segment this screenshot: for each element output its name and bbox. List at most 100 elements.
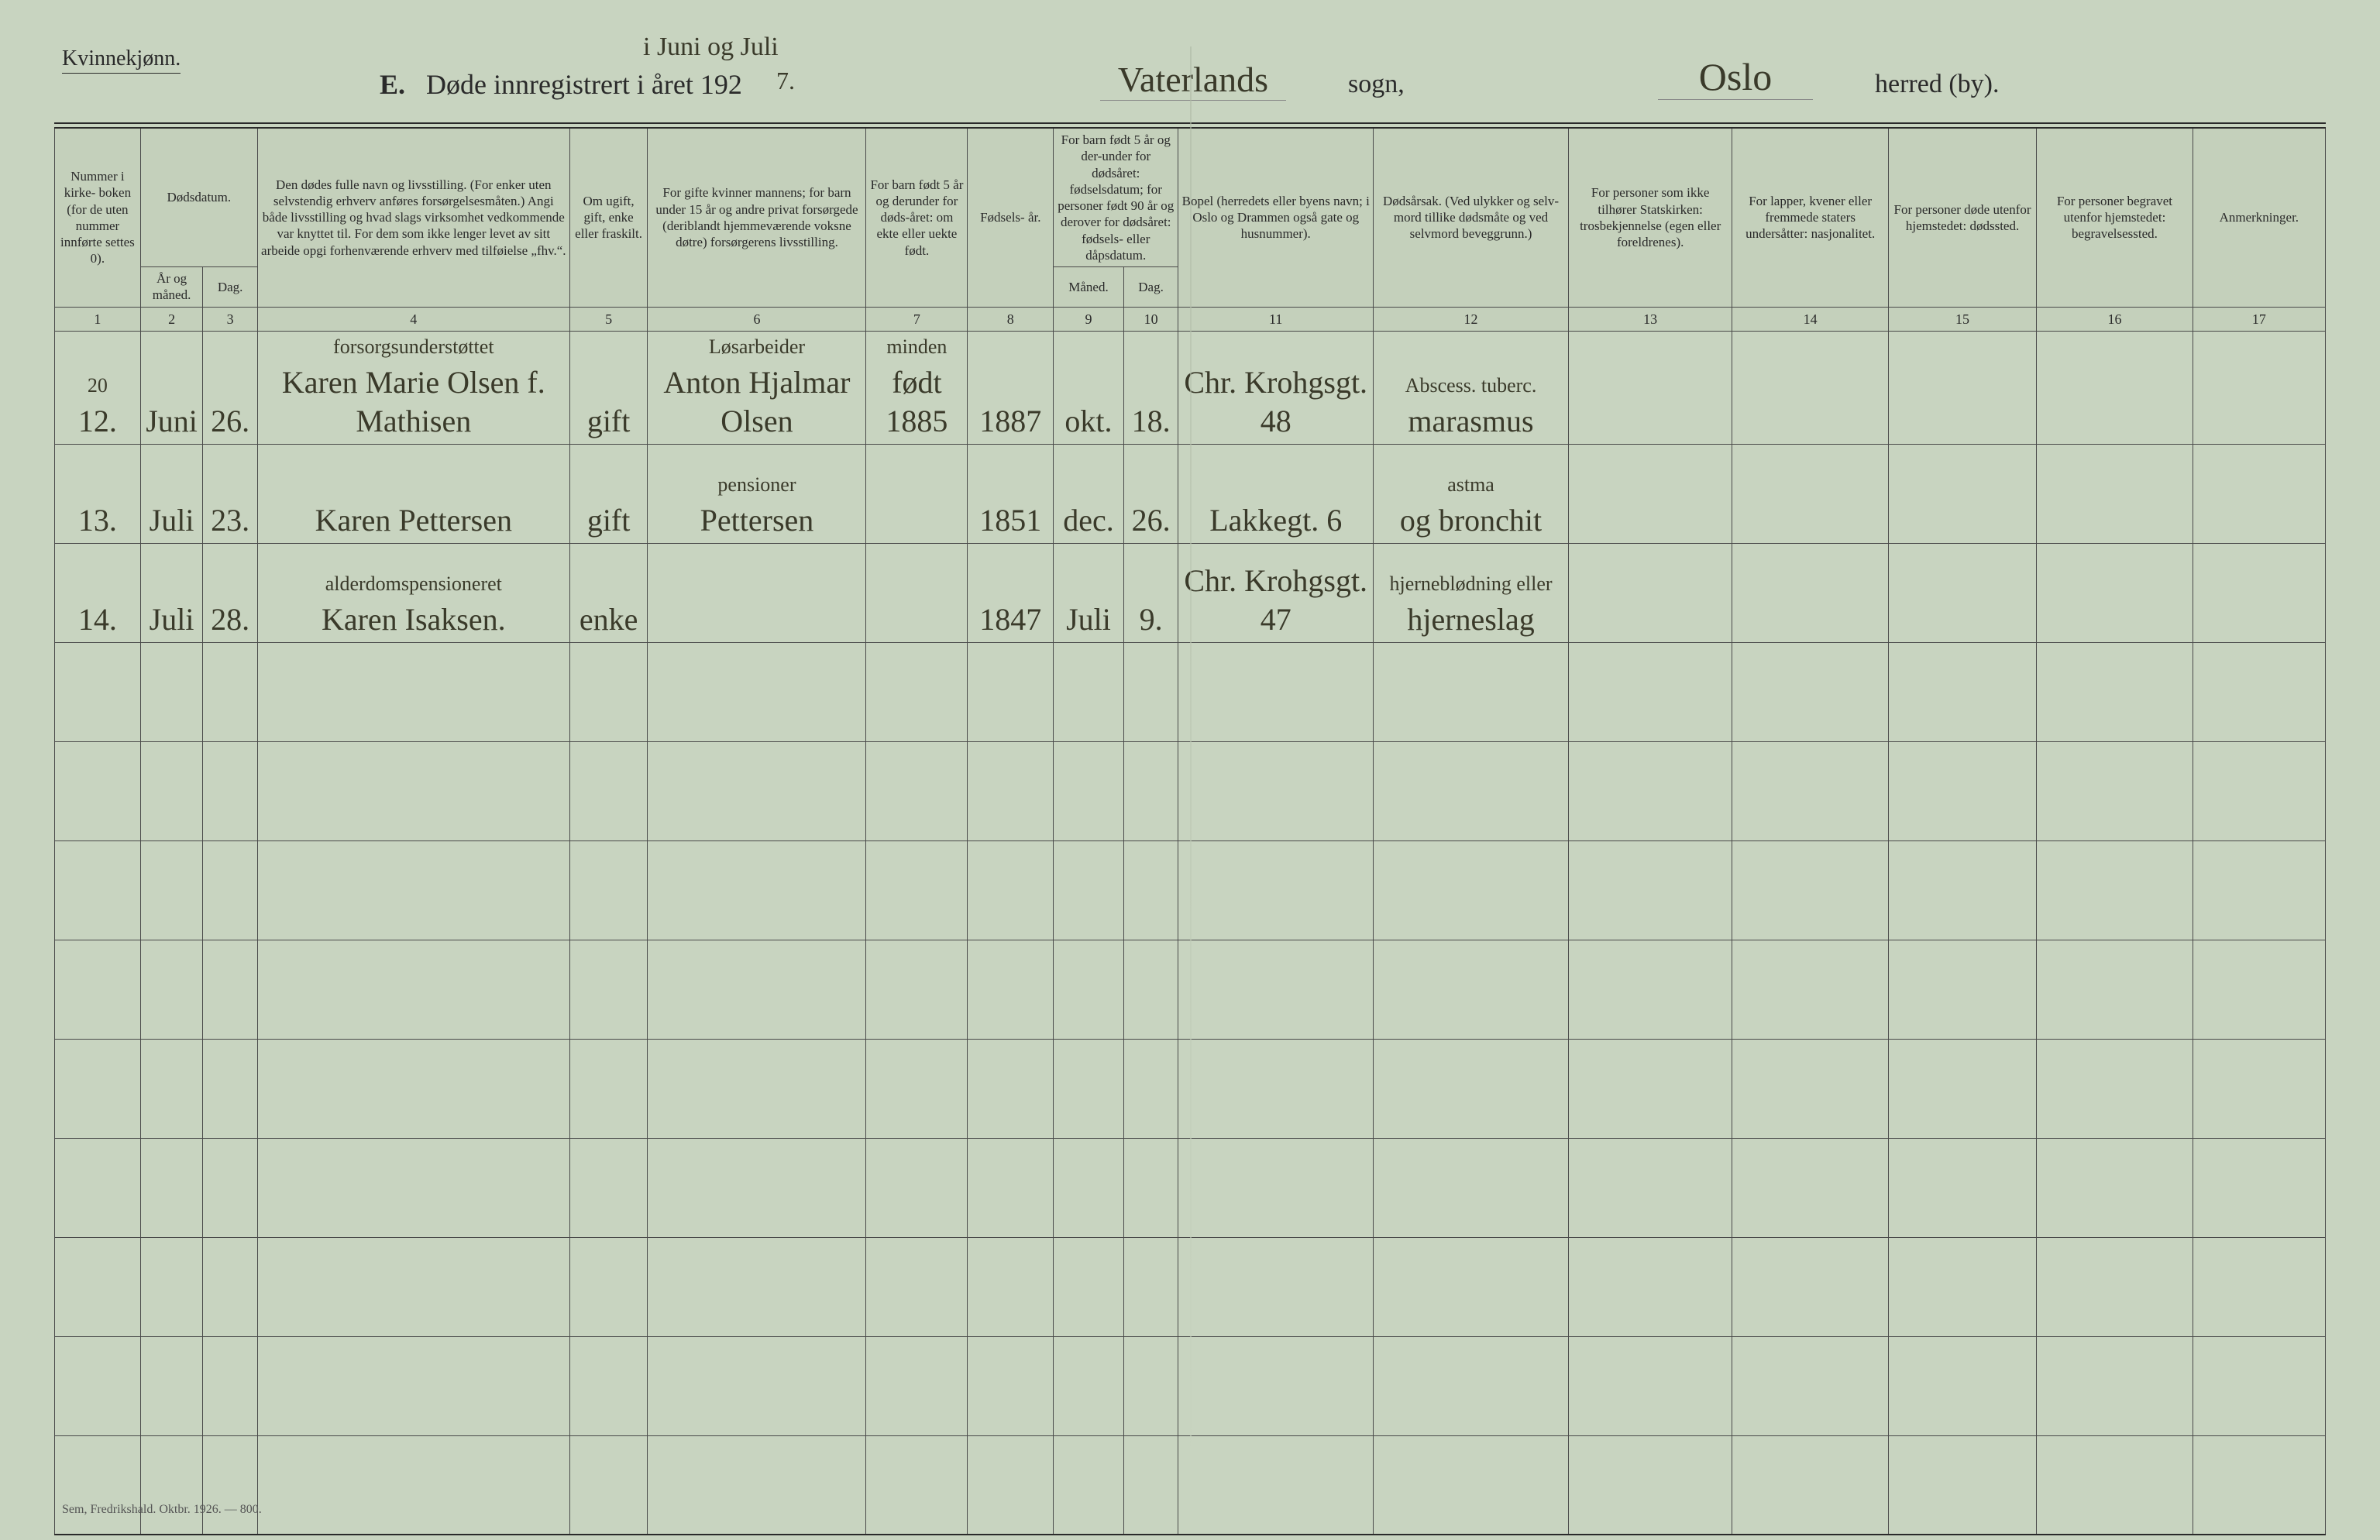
col-9b-header: Dag. — [1123, 267, 1178, 308]
cell-empty — [1054, 642, 1124, 741]
cell-empty — [2193, 1435, 2325, 1535]
cell-value: Karen Pettersen — [315, 501, 512, 540]
cell — [866, 444, 968, 543]
cell-empty — [968, 1039, 1054, 1138]
cell-empty — [1732, 1435, 1888, 1535]
cell-empty — [1123, 1138, 1178, 1237]
cell-value: hjerneslag — [1407, 600, 1534, 639]
cell-empty — [569, 1138, 648, 1237]
cell-empty — [2193, 543, 2325, 642]
cell-empty — [1732, 642, 1888, 741]
register-page: Kvinnekjønn. i Juni og Juli E. Døde innr… — [54, 46, 2326, 1494]
cell-value: 1847 — [979, 600, 1041, 639]
cell-empty — [866, 1435, 968, 1535]
cell-annotation: hjerneblødning eller — [1389, 572, 1552, 597]
cell: Karen Pettersen — [257, 444, 569, 543]
col-13-header: For personer som ikke tilhører Statskirk… — [1568, 128, 1732, 307]
cell-empty — [1054, 1039, 1124, 1138]
cell: Juli — [140, 444, 203, 543]
cell-empty — [1123, 840, 1178, 940]
col-9-group-header: For barn født 5 år og der-under for døds… — [1054, 128, 1178, 267]
header-annotation: i Juni og Juli — [643, 33, 779, 62]
cell-empty — [2037, 1237, 2193, 1336]
cell-value: Chr. Krohgsgt. 48 — [1180, 363, 1371, 441]
cell-value: 9. — [1140, 600, 1163, 639]
cell-annotation: astma — [1447, 473, 1494, 498]
cell-empty — [1888, 1138, 2036, 1237]
cell-empty — [648, 1237, 866, 1336]
col-4-header: Den dødes fulle navn og livsstilling. (F… — [257, 128, 569, 307]
page-fold — [1190, 46, 1192, 1494]
cell-empty — [1178, 840, 1374, 940]
colnum: 16 — [2037, 307, 2193, 332]
cell-value: 13. — [78, 501, 117, 540]
cell-value: Juli — [150, 501, 194, 540]
cell-empty — [866, 840, 968, 940]
cell-empty — [203, 1039, 258, 1138]
sogn-name: Vaterlands — [1100, 59, 1286, 101]
cell-empty — [140, 1336, 203, 1435]
cell-empty — [1888, 1039, 2036, 1138]
cell-empty — [968, 1336, 1054, 1435]
cell-empty — [968, 1237, 1054, 1336]
cell: pensionerPettersen — [648, 444, 866, 543]
cell-empty — [257, 1138, 569, 1237]
cell-value: Juni — [146, 402, 198, 441]
cell-empty — [2193, 1237, 2325, 1336]
cell-empty — [1732, 444, 1888, 543]
cell-value: Juli — [1066, 600, 1111, 639]
cell-empty — [866, 741, 968, 840]
cell: astmaog bronchit — [1374, 444, 1569, 543]
cell-value: 1851 — [979, 501, 1041, 540]
col-7-header: For barn født 5 år og derunder for døds-… — [866, 128, 968, 307]
cell: alderdomspensioneretKaren Isaksen. — [257, 543, 569, 642]
cell-empty — [1732, 940, 1888, 1039]
cell: Chr. Krohgsgt. 47 — [1178, 543, 1374, 642]
col-16-header: For personer begravet utenfor hjemstedet… — [2037, 128, 2193, 307]
year-handwritten: 7. — [776, 67, 795, 95]
cell: Lakkegt. 6 — [1178, 444, 1374, 543]
col-8-header: Fødsels- år. — [968, 128, 1054, 307]
colnum: 14 — [1732, 307, 1888, 332]
cell-empty — [1568, 543, 1732, 642]
cell-empty — [866, 642, 968, 741]
cell-empty — [2193, 1138, 2325, 1237]
cell-empty — [968, 940, 1054, 1039]
cell-annotation: Abscess. tuberc. — [1405, 373, 1537, 399]
cell: 1847 — [968, 543, 1054, 642]
cell: 14. — [55, 543, 141, 642]
cell: gift — [569, 444, 648, 543]
cell-empty — [1888, 444, 2036, 543]
cell-empty — [1888, 332, 2036, 445]
cell-empty — [257, 1336, 569, 1435]
cell: Chr. Krohgsgt. 48 — [1178, 332, 1374, 445]
cell-value: enke — [580, 600, 638, 639]
col-2a-header: År og måned. — [140, 267, 203, 308]
cell-empty — [2037, 1138, 2193, 1237]
cell-empty — [2037, 642, 2193, 741]
cell: 9. — [1123, 543, 1178, 642]
col-14-header: For lapper, kvener eller fremmede stater… — [1732, 128, 1888, 307]
cell-empty — [140, 741, 203, 840]
cell-empty — [569, 1039, 648, 1138]
cell-empty — [1374, 741, 1569, 840]
cell-empty — [2193, 1039, 2325, 1138]
cell-empty — [1054, 840, 1124, 940]
cell-empty — [1568, 642, 1732, 741]
cell-empty — [648, 642, 866, 741]
cell-empty — [648, 1039, 866, 1138]
cell-empty — [1732, 332, 1888, 445]
cell-empty — [2193, 444, 2325, 543]
cell-empty — [257, 840, 569, 940]
cell-empty — [968, 642, 1054, 741]
cell-empty — [2037, 1039, 2193, 1138]
col-15-header: For personer døde utenfor hjemstedet: dø… — [1888, 128, 2036, 307]
cell-annotation: Løsarbeider — [709, 335, 805, 360]
cell-empty — [2037, 741, 2193, 840]
cell-empty — [1374, 840, 1569, 940]
herred-name: Oslo — [1658, 54, 1813, 100]
cell-empty — [1123, 1435, 1178, 1535]
col-2b-header: Dag. — [203, 267, 258, 308]
cell-empty — [1732, 1138, 1888, 1237]
cell-empty — [2037, 940, 2193, 1039]
